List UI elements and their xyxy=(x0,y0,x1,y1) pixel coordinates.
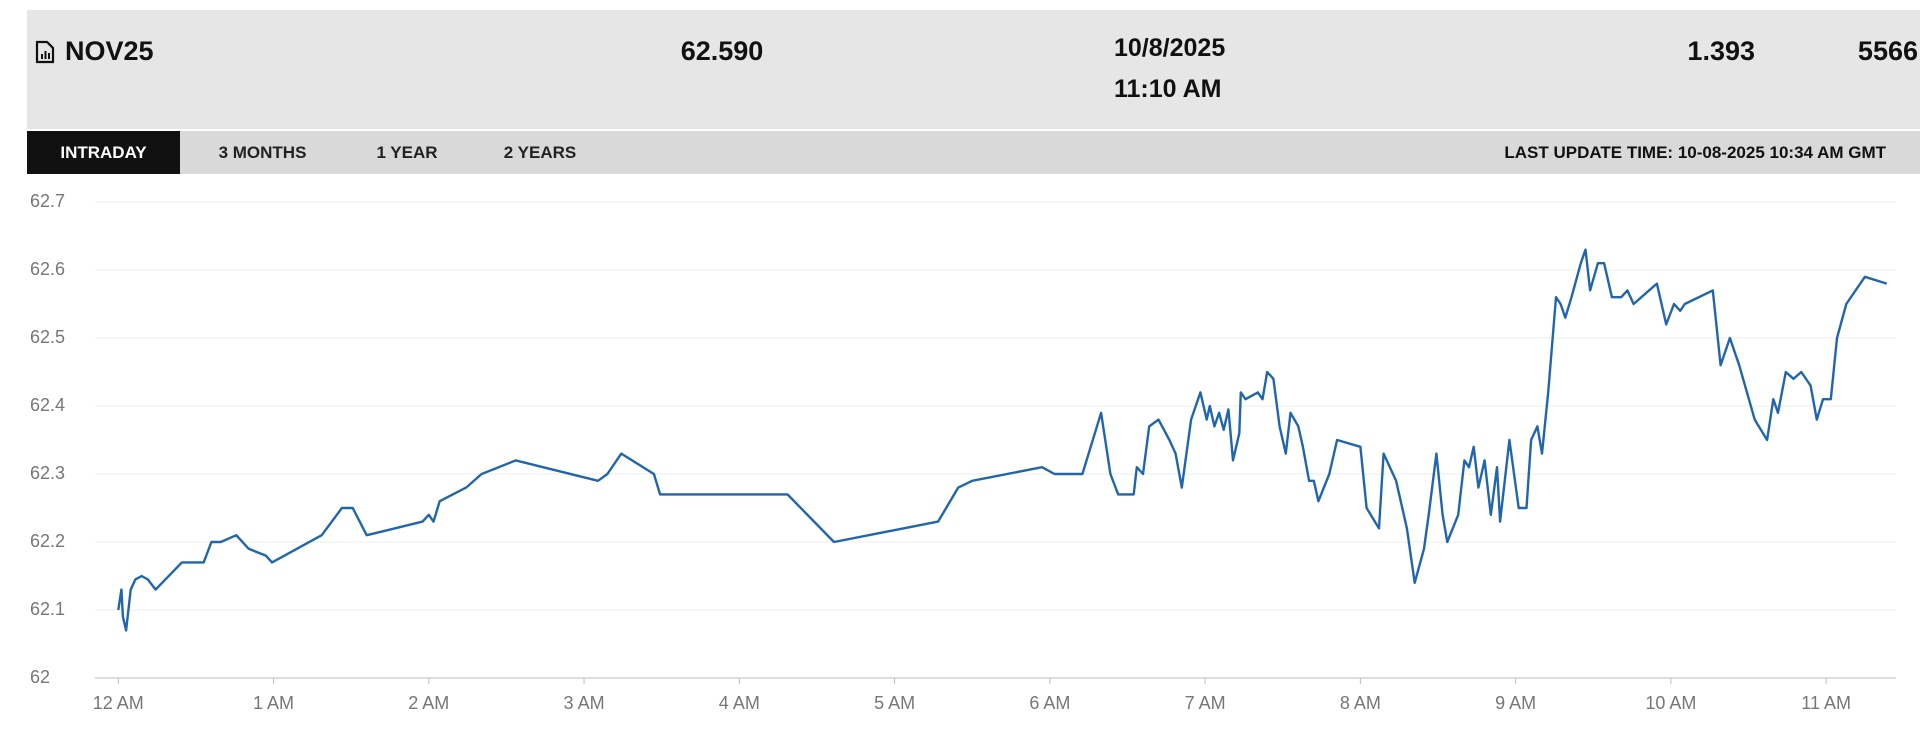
quote-time: 11:10 AM xyxy=(1114,75,1222,103)
x-tick-label: 11 AM xyxy=(1801,693,1851,713)
tab-2-years[interactable]: 2 YEARS xyxy=(503,143,577,162)
y-tick-label: 62.7 xyxy=(30,191,65,211)
x-tick-label: 1 AM xyxy=(253,693,294,713)
range-tabs: INTRADAY 3 MONTHS 1 YEAR 2 YEARS LAST UP… xyxy=(27,131,1920,174)
tab-1-year[interactable]: 1 YEAR xyxy=(376,143,438,162)
quote-date: 10/8/2025 xyxy=(1114,34,1226,62)
y-tick-label: 62.2 xyxy=(30,531,65,551)
x-tick-label: 2 AM xyxy=(408,693,449,713)
y-tick-label: 62.4 xyxy=(30,395,65,415)
tab-3-months[interactable]: 3 MONTHS xyxy=(218,143,307,162)
last-price: 62.590 xyxy=(680,36,764,66)
x-tick-label: 10 AM xyxy=(1645,693,1696,713)
y-tick-label: 62.1 xyxy=(30,599,65,619)
x-tick-label: 3 AM xyxy=(564,693,605,713)
y-tick-label: 62.3 xyxy=(30,463,65,483)
x-tick-label: 6 AM xyxy=(1029,693,1070,713)
y-tick-label: 62.5 xyxy=(30,327,65,347)
x-tick-label: 8 AM xyxy=(1340,693,1381,713)
doc-icon xyxy=(35,40,55,64)
y-tick-label: 62 xyxy=(30,667,50,687)
last-update: LAST UPDATE TIME: 10-08-2025 10:34 AM GM… xyxy=(1504,143,1886,162)
x-tick-label: 7 AM xyxy=(1185,693,1226,713)
contract-title: NOV25 xyxy=(65,36,154,66)
tab-intraday[interactable]: INTRADAY xyxy=(27,131,180,174)
volume: 5566 xyxy=(1857,36,1918,66)
price-chart: 62 62.1 62.2 62.3 62.4 62.5 62.6 62.7 12 AM 1 AM 2… xyxy=(30,191,1896,713)
x-tick-label: 12 AM xyxy=(93,693,144,713)
price-change: 1.393 xyxy=(1687,36,1755,66)
price-line xyxy=(117,248,1888,632)
x-tick-label: 4 AM xyxy=(719,693,760,713)
y-tick-label: 62.6 xyxy=(30,259,65,279)
x-tick-label: 9 AM xyxy=(1495,693,1536,713)
quote-header: NOV25 62.590 10/8/2025 11:10 AM 1.393 55… xyxy=(27,10,1920,129)
x-tick-label: 5 AM xyxy=(874,693,915,713)
